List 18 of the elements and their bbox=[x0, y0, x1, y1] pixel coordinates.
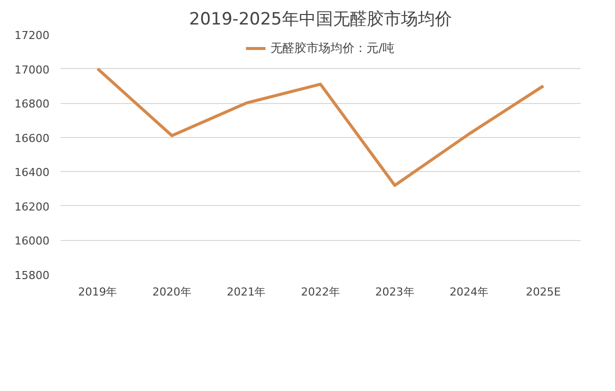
legend-label: 无醛胶市场均价：元/吨 bbox=[270, 40, 395, 56]
x-tick-label: 2024年 bbox=[450, 286, 489, 298]
x-tick-label: 2020年 bbox=[152, 286, 192, 298]
x-tick-label: 2019年 bbox=[78, 286, 118, 298]
y-tick-label: 16400 bbox=[14, 166, 50, 180]
y-tick-label: 17200 bbox=[14, 29, 50, 42]
y-tick-label: 16800 bbox=[14, 98, 50, 111]
y-tick-label: 15800 bbox=[14, 269, 50, 282]
y-tick-label: 16000 bbox=[14, 234, 50, 248]
x-tick-label: 2021年 bbox=[226, 286, 266, 298]
y-tick-label: 16200 bbox=[14, 200, 50, 214]
x-tick-label: 2025E bbox=[526, 286, 561, 298]
y-tick-label: 16600 bbox=[14, 132, 50, 145]
x-tick-label: 2023年 bbox=[375, 286, 414, 298]
chart-title: 2019-2025年中国无醛胶市场均价 bbox=[189, 10, 452, 30]
line-series bbox=[96, 67, 545, 187]
x-tick-label: 2022年 bbox=[301, 286, 340, 298]
y-tick-label: 17000 bbox=[14, 63, 50, 76]
